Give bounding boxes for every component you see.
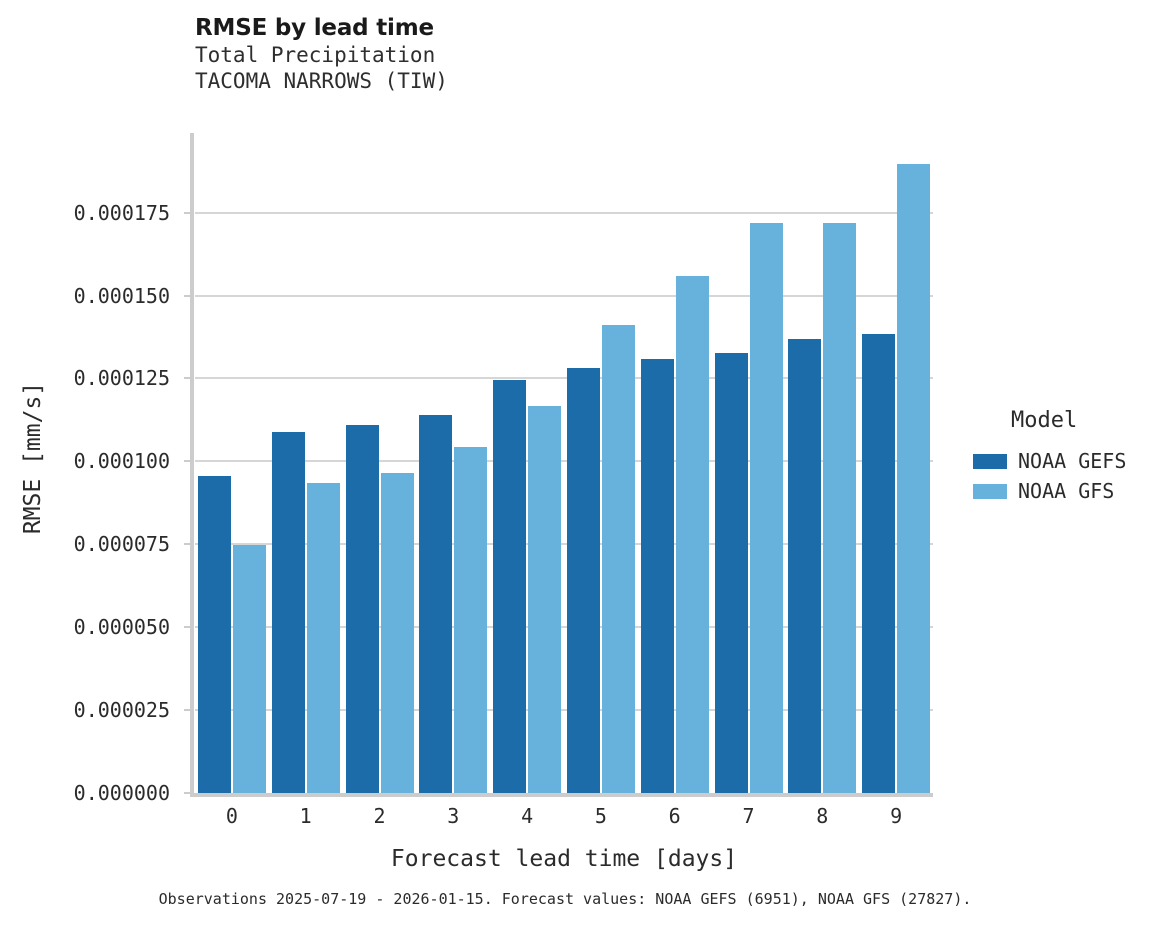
y-axis-tick-label: 0.000000: [73, 781, 170, 805]
x-axis-tick-label: 6: [668, 804, 681, 828]
x-axis-tick-label: 3: [447, 804, 460, 828]
legend-item[interactable]: NOAA GEFS: [973, 446, 1168, 476]
y-axis-tick-label: 0.000050: [73, 615, 170, 640]
x-axis-title: Forecast lead time [days]: [390, 846, 738, 872]
legend-swatch-icon: [973, 483, 1007, 499]
bar[interactable]: [197, 475, 231, 793]
y-axis-title: RMSE [mm/s]: [20, 381, 46, 535]
x-axis-tick-label: 1: [299, 804, 312, 828]
y-axis-tick-labels: 0.000000 0.000025 0.000050 0.000075 0.000100…: [0, 133, 170, 803]
x-axis-tick-label: 4: [521, 804, 534, 828]
bar[interactable]: [640, 358, 674, 793]
bar[interactable]: [788, 338, 822, 793]
page-title: RMSE by lead time: [195, 15, 434, 41]
y-axis-tick-label: 0.000100: [73, 449, 170, 474]
bar[interactable]: [380, 473, 414, 793]
y-axis-tick: [184, 709, 191, 712]
bar[interactable]: [823, 223, 857, 793]
y-axis-tick: [184, 211, 191, 214]
bar[interactable]: [419, 415, 453, 793]
gridline: [195, 211, 933, 214]
chart-subtitle-station: TACOMA NARROWS (TIW): [195, 69, 448, 93]
gridline: [195, 294, 933, 297]
y-axis-tick-label: 0.000025: [73, 698, 170, 723]
bar[interactable]: [897, 163, 931, 793]
bar[interactable]: [862, 333, 896, 793]
x-axis-tick-label: 2: [373, 804, 386, 828]
footer-note: Observations 2025-07-19 - 2026-01-15. Fo…: [158, 890, 972, 908]
bar[interactable]: [271, 431, 305, 793]
y-axis-tick: [184, 294, 191, 297]
y-axis-tick: [184, 626, 191, 629]
x-axis-tick-label: 9: [890, 804, 903, 828]
gridline: [195, 460, 933, 463]
bar[interactable]: [454, 447, 488, 793]
x-axis-line: [190, 793, 933, 797]
legend-entries: NOAA GEFS NOAA GFS: [973, 446, 1168, 506]
y-axis-tick-label: 0.000125: [73, 366, 170, 391]
legend-item[interactable]: NOAA GFS: [973, 476, 1168, 506]
legend-swatch-icon: [973, 453, 1007, 469]
gridline: [195, 377, 933, 380]
legend: Model NOAA GEFS NOAA GFS: [973, 408, 1168, 506]
bar[interactable]: [601, 324, 635, 793]
y-axis-tick: [184, 543, 191, 546]
y-axis-tick-label: 0.000075: [73, 532, 170, 557]
y-axis-tick: [184, 377, 191, 380]
bar[interactable]: [493, 380, 527, 793]
bar[interactable]: [528, 406, 562, 793]
legend-title: Model: [1011, 408, 1078, 433]
bar[interactable]: [566, 368, 600, 793]
x-axis-tick-labels: 0 1 2 3 4 5 6 7 8 9: [195, 805, 933, 835]
gridline: [195, 709, 933, 712]
y-axis-tick-label: 0.000150: [73, 283, 170, 308]
gridline: [195, 543, 933, 546]
y-axis-tick: [184, 460, 191, 463]
x-axis-tick-label: 7: [742, 804, 755, 828]
x-axis-tick-label: 0: [225, 804, 238, 828]
bar[interactable]: [749, 222, 783, 793]
bar[interactable]: [306, 483, 340, 793]
bar[interactable]: [714, 352, 748, 793]
y-axis-tick-label: 0.000175: [73, 200, 170, 225]
y-axis-line: [190, 133, 194, 794]
bar[interactable]: [232, 544, 266, 793]
legend-item-label: NOAA GEFS: [1018, 449, 1127, 473]
bar[interactable]: [675, 275, 709, 793]
chart-subtitle-variable: Total Precipitation: [195, 43, 436, 67]
title-block: RMSE by lead time Total Precipitation TA…: [195, 14, 895, 94]
gridline: [195, 626, 933, 629]
y-axis-tick: [184, 792, 191, 794]
x-axis-tick-label: 8: [816, 804, 829, 828]
legend-item-label: NOAA GFS: [1018, 479, 1115, 503]
plot-area: [184, 133, 933, 797]
bar[interactable]: [345, 424, 379, 793]
x-axis-tick-label: 5: [594, 804, 607, 828]
